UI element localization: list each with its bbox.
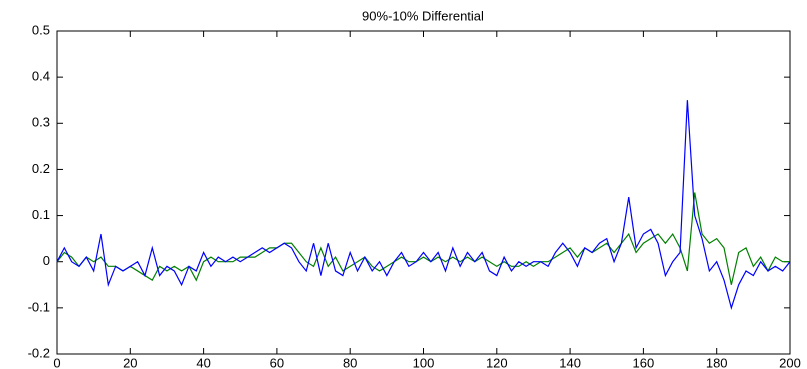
x-tick-label: 180: [706, 355, 728, 369]
x-tick-label: 200: [779, 355, 801, 369]
series-line: [56, 100, 791, 311]
y-tick-label: 0: [43, 253, 50, 268]
chart-title: 90%-10% Differential: [362, 8, 484, 23]
x-tick-label: 160: [633, 355, 655, 369]
plot-frame: [56, 30, 791, 355]
x-tick-label: 140: [559, 355, 581, 369]
x-tick-label: 80: [343, 355, 357, 369]
y-tick-label: -0.1: [28, 299, 50, 314]
y-tick-label: 0.4: [32, 69, 50, 84]
x-tick-label: 60: [270, 355, 284, 369]
x-tick-label: 100: [413, 355, 435, 369]
x-tick-label: 0: [53, 355, 60, 369]
series-line: [56, 192, 790, 285]
y-tick-label: 0.2: [32, 161, 50, 176]
x-tick-label: 20: [123, 355, 137, 369]
y-tick-label: 0.3: [32, 115, 50, 130]
x-tick-label: 120: [486, 355, 508, 369]
x-tick-label: 40: [196, 355, 210, 369]
y-tick-label: -0.2: [28, 345, 50, 360]
y-tick-label: 0.1: [32, 207, 50, 222]
y-tick-label: 0.5: [32, 22, 50, 37]
